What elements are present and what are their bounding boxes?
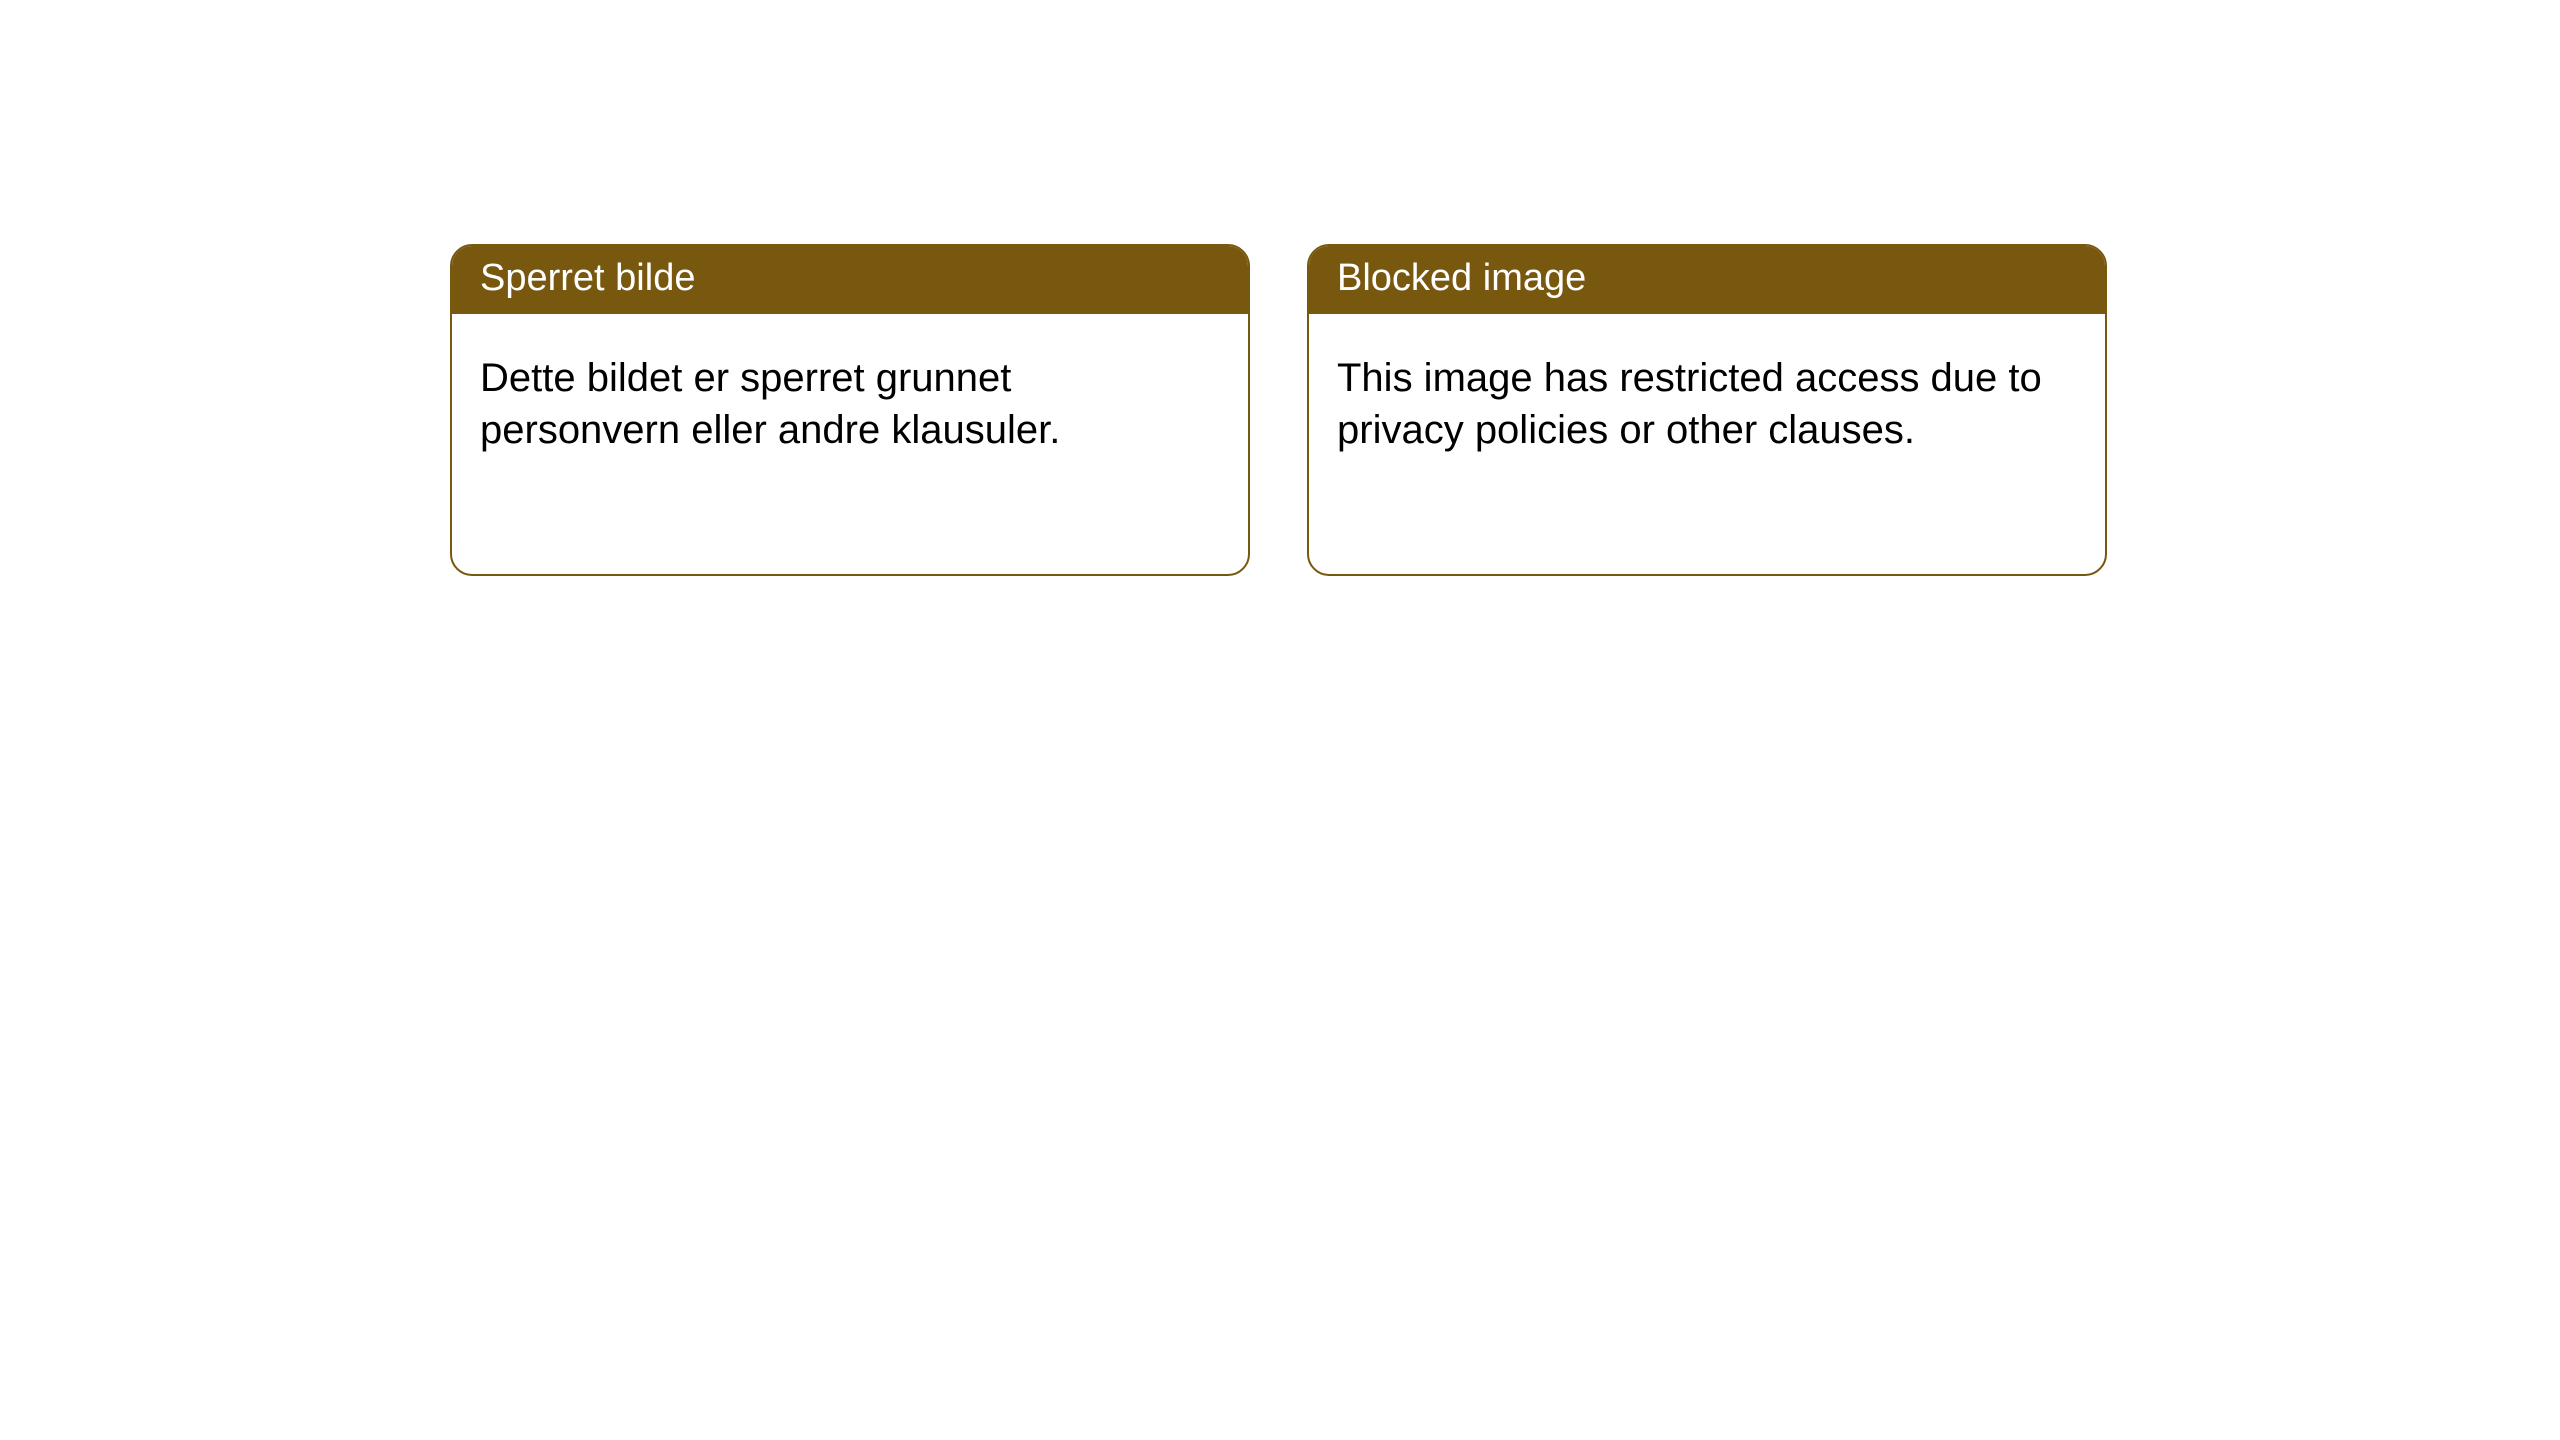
notice-cards-row: Sperret bilde Dette bildet er sperret gr… [450, 244, 2107, 576]
notice-card-norwegian: Sperret bilde Dette bildet er sperret gr… [450, 244, 1250, 576]
notice-card-english: Blocked image This image has restricted … [1307, 244, 2107, 576]
notice-card-body: This image has restricted access due to … [1309, 314, 2105, 486]
notice-card-body: Dette bildet er sperret grunnet personve… [452, 314, 1248, 486]
notice-card-header: Sperret bilde [452, 246, 1248, 314]
notice-card-header: Blocked image [1309, 246, 2105, 314]
